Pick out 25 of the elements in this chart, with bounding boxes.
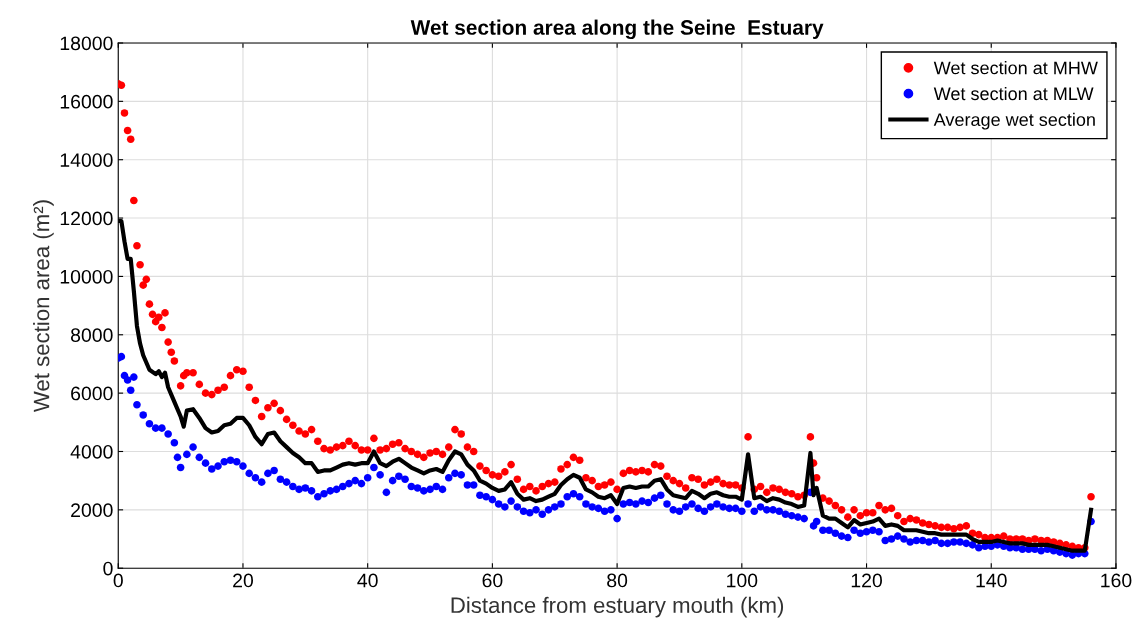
y-tick-label: 16000 [60, 94, 113, 109]
x-tick-label: 160 [1101, 573, 1132, 588]
y-tick-label: 10000 [60, 269, 113, 284]
chart-title: Wet section area along the Seine Estuary [410, 19, 824, 40]
x-axis-title: Distance from estuary mouth (km) [451, 596, 784, 618]
x-tick-label: 80 [607, 573, 628, 588]
x-tick-label: 60 [482, 573, 503, 588]
legend-label: Wet section at MLW [933, 86, 1094, 101]
y-tick-label: 4000 [70, 444, 113, 459]
x-tick-label: 100 [727, 573, 758, 588]
legend-label: Wet section at MHW [933, 61, 1098, 75]
y-tick-label: 14000 [60, 153, 113, 167]
x-tick-label: 40 [357, 573, 378, 588]
y-axis-title: Wet section area (m²) [33, 200, 54, 413]
y-tick-label: 8000 [70, 328, 113, 343]
x-tick-label: 120 [851, 573, 882, 588]
x-tick-label: 20 [233, 573, 254, 588]
y-tick-label: 18000 [60, 36, 113, 51]
legend-label: Average wet section [933, 112, 1095, 130]
y-tick-label: 6000 [71, 386, 113, 401]
y-tick-label: 2000 [71, 503, 113, 518]
y-tick-label: 0 [103, 561, 113, 576]
x-tick-label: 0 [113, 573, 123, 588]
y-tick-label: 12000 [60, 211, 113, 226]
x-tick-label: 140 [976, 573, 1007, 588]
